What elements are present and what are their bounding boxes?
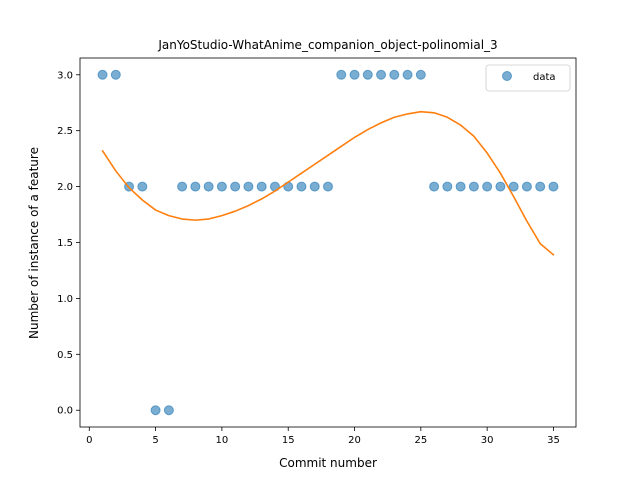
y-tick-label: 1.0: [57, 294, 73, 305]
y-tick-label: 2.0: [57, 182, 73, 193]
data-point: [217, 182, 226, 191]
x-tick-label: 35: [547, 435, 560, 446]
data-point: [204, 182, 213, 191]
data-point: [403, 70, 412, 79]
data-point: [231, 182, 240, 191]
data-point: [549, 182, 558, 191]
y-tick-label: 3.0: [57, 70, 73, 81]
x-axis-label: Commit number: [279, 456, 377, 470]
y-tick-label: 1.5: [57, 238, 73, 249]
data-point: [456, 182, 465, 191]
data-point: [430, 182, 439, 191]
legend: data: [486, 65, 570, 91]
data-point: [191, 182, 200, 191]
data-point: [244, 182, 253, 191]
x-tick-label: 5: [152, 435, 158, 446]
data-point: [98, 70, 107, 79]
data-point: [324, 182, 333, 191]
y-axis-label: Number of instance of a feature: [27, 147, 41, 339]
data-point: [297, 182, 306, 191]
data-point: [469, 182, 478, 191]
data-point: [390, 70, 399, 79]
data-point: [178, 182, 187, 191]
legend-marker-data: [503, 72, 512, 81]
data-point: [443, 182, 452, 191]
data-point: [350, 70, 359, 79]
data-point: [138, 182, 147, 191]
data-point: [416, 70, 425, 79]
data-point: [522, 182, 531, 191]
x-tick-label: 30: [481, 435, 494, 446]
data-point: [164, 406, 173, 415]
x-tick-label: 20: [348, 435, 361, 446]
chart-title: JanYoStudio-WhatAnime_companion_object-p…: [157, 38, 497, 52]
data-point: [363, 70, 372, 79]
x-tick-label: 15: [282, 435, 295, 446]
y-tick-label: 0.5: [57, 350, 73, 361]
y-tick-label: 2.5: [57, 126, 73, 137]
x-tick-label: 10: [216, 435, 229, 446]
x-tick-label: 0: [86, 435, 92, 446]
data-point: [111, 70, 120, 79]
x-tick-label: 25: [414, 435, 427, 446]
data-point: [483, 182, 492, 191]
data-point: [151, 406, 160, 415]
data-point: [536, 182, 545, 191]
y-tick-label: 0.0: [57, 406, 73, 417]
data-point: [496, 182, 505, 191]
data-point: [257, 182, 266, 191]
data-point: [377, 70, 386, 79]
legend-box: [486, 65, 570, 91]
legend-label-data: data: [533, 72, 556, 83]
data-point: [310, 182, 319, 191]
data-point: [337, 70, 346, 79]
